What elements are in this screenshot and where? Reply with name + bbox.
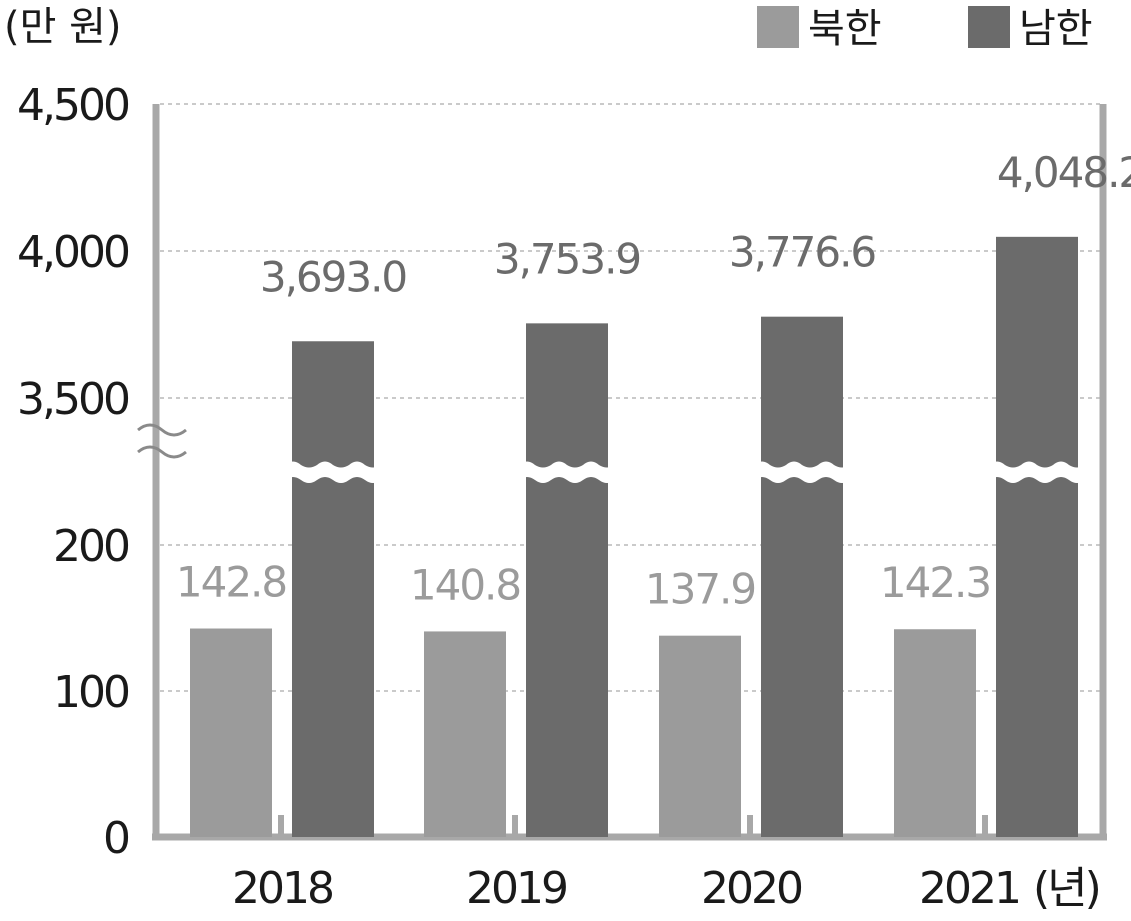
y-tick-label: 3,500 [17,374,129,425]
y-tick-label: 4,000 [17,227,129,278]
data-label-north-2019: 140.8 [410,560,520,609]
y-axis-unit: (만 원) [4,4,122,50]
x-tick-label-2020: 2020 [701,863,802,914]
bar-south-2021 [996,236,1078,837]
legend-swatch-north [757,6,799,48]
bar-separator [278,815,284,835]
legend: 북한 남한 [757,6,1093,52]
data-label-south-2021: 4,048.2 [997,148,1131,197]
data-labels: 142.8 3,693.0 140.8 3,753.9 137.9 3,776.6 142.… [176,148,1131,614]
bar-south-2018 [292,341,374,837]
y-tick-label: 200 [53,521,129,572]
y-tick-label: 0 [103,813,129,864]
bar-south-2019 [526,323,608,837]
axis-break-mark [137,423,187,437]
bar-separator [982,815,988,835]
x-tick-label-2018: 2018 [232,863,332,914]
y-tick-label: 100 [53,667,129,718]
y-tick-labels: 0 100 200 3,500 4,000 4,500 [17,80,132,864]
legend-label-north: 북한 [808,6,882,52]
bar-break-gap [754,461,850,483]
bars [190,236,1085,838]
x-tick-labels: 2018 2019 2020 2021 [232,863,1022,914]
bar-north-2018 [190,628,272,837]
data-label-south-2019: 3,753.9 [494,234,640,283]
x-axis-unit: (년) [1033,863,1099,914]
x-tick-label-2019: 2019 [466,863,566,914]
bar-north-2019 [424,631,506,837]
y-tick-label: 4,500 [17,80,129,131]
axis-break-mark [137,445,187,459]
data-label-north-2018: 142.8 [176,558,286,607]
data-label-north-2020: 137.9 [645,565,755,614]
legend-label-south: 남한 [1019,6,1093,52]
bar-separator [747,815,753,835]
legend-swatch-south [968,6,1010,48]
bar-break-gap [285,461,381,483]
data-label-south-2020: 3,776.6 [729,228,876,277]
x-tick-label-2021: 2021 [919,863,1019,914]
bar-separator [512,815,518,835]
bar-south-2020 [761,316,843,838]
data-label-north-2021: 142.3 [880,558,990,607]
bar-north-2020 [659,635,741,837]
bar-break-gap [519,461,615,483]
bar-break-gap [989,461,1085,483]
data-label-south-2018: 3,693.0 [260,252,406,301]
bar-north-2021 [894,629,976,837]
